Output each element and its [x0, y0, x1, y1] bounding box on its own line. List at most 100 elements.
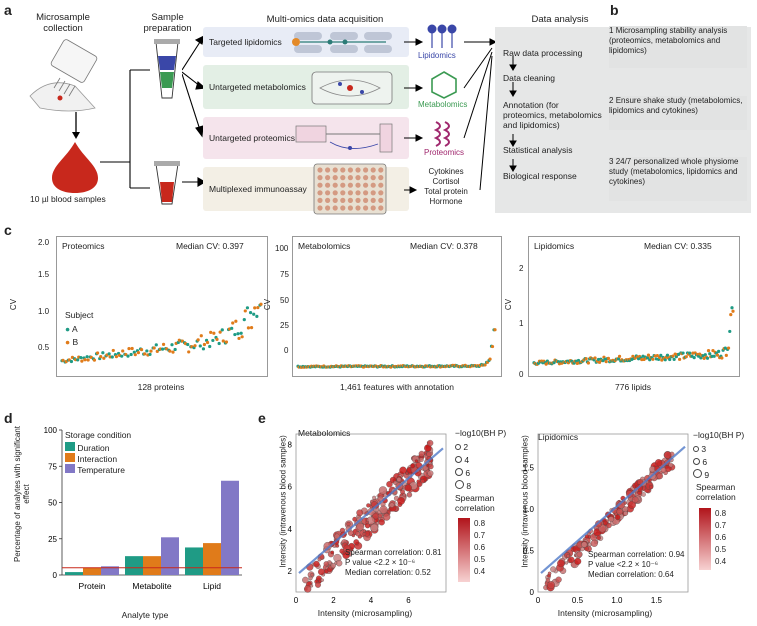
cv-point-a: [242, 318, 246, 322]
analysis-step: Raw data processing: [503, 48, 583, 58]
blood-label: 10 µl blood samples: [30, 194, 106, 204]
color-bar: [699, 508, 711, 570]
cv-point-b: [143, 352, 147, 356]
cv-point-b: [133, 353, 137, 357]
x-tick-label: 4: [369, 596, 374, 605]
plate-well: [317, 182, 323, 188]
scatter-point: [393, 480, 398, 485]
color-bar: [458, 518, 470, 582]
scatter-point: [555, 576, 562, 583]
cv-scatter-lipidomics: [532, 306, 735, 366]
cv-point-a: [255, 314, 259, 319]
plate-well: [363, 205, 369, 211]
scatter-point: [335, 559, 343, 567]
plate-well: [325, 197, 331, 203]
plate-well: [355, 197, 361, 203]
plate-well: [355, 167, 361, 173]
cv-point-b: [95, 351, 100, 355]
plate-well: [347, 182, 353, 188]
plate-well: [340, 190, 346, 196]
plate-well: [317, 167, 323, 173]
plate-well: [347, 190, 353, 196]
cv-point-b: [253, 306, 257, 310]
cv-ytick: 0.5: [38, 343, 50, 352]
size-legend-label: 6: [702, 457, 708, 467]
cv-scatter-metabolomics: [296, 328, 497, 369]
scatter-point: [566, 554, 570, 558]
scatter-point: [366, 503, 371, 508]
down-arrow-icon: [72, 112, 80, 139]
cv-point-a: [208, 344, 212, 349]
bar-duration: [185, 547, 203, 575]
scatter-point: [427, 439, 434, 447]
color-tick: 0.8: [474, 519, 486, 528]
cv-point-b: [259, 302, 263, 306]
cv-point-a: [126, 354, 130, 358]
cv-point-a: [688, 351, 692, 355]
size-legend: −log10(BH P) 2 4 6 8: [455, 428, 506, 493]
y-tick-label: 1.5: [523, 463, 535, 472]
study-number: 3: [609, 157, 614, 166]
cv-point-a: [645, 356, 650, 360]
scatter-point: [576, 551, 583, 558]
cv-ytick: 1.5: [38, 270, 50, 279]
immuno-output: Cortisol: [432, 177, 460, 186]
cv-point-a: [154, 343, 158, 347]
scatter-point: [342, 551, 350, 559]
scatter-point: [310, 572, 314, 577]
scatter-point: [627, 500, 636, 509]
scatter-point: [351, 533, 356, 538]
scatter-point: [547, 581, 555, 589]
scatter-point: [616, 508, 623, 515]
color-tick: 0.4: [715, 557, 727, 566]
cv-point-b: [155, 349, 159, 353]
panel-label-c: c: [4, 222, 12, 238]
scatter-metabolomics: 0 2 4 6 2 4 6 8: [288, 433, 447, 605]
plate-well: [370, 167, 376, 173]
storage-legend: Storage condition Duration Interaction T…: [65, 430, 131, 475]
cv-point-a: [230, 326, 234, 330]
cv-point-b: [715, 353, 720, 357]
cv-point-a: [76, 358, 80, 362]
cv-ytick: 25: [280, 321, 289, 330]
scatter-point: [649, 484, 654, 490]
method-label: Untargeted proteomics: [209, 133, 295, 143]
scatter-point: [426, 451, 432, 457]
cv-point-b: [711, 348, 715, 353]
size-legend-label: 8: [466, 481, 472, 491]
plate-well: [325, 205, 331, 211]
scatter-xlabel: Intensity (microsampling): [557, 608, 653, 618]
scatter-point: [379, 505, 388, 514]
plot-frame: [295, 433, 447, 593]
plate-well: [325, 167, 331, 173]
scatter-point: [427, 470, 434, 477]
plate-well: [370, 175, 376, 181]
plate-well: [340, 205, 346, 211]
cv-point-b: [617, 354, 622, 358]
cv-point-b: [597, 360, 602, 364]
immuno-output: Total protein: [424, 187, 468, 196]
microsampling-device-illustration: [29, 39, 98, 112]
scatter-point: [656, 472, 664, 480]
color-legend-title: Spearman correlation: [455, 493, 495, 513]
x-tick-label: 2: [331, 596, 336, 605]
cv-point-b: [86, 358, 90, 362]
plate-well: [325, 190, 331, 196]
plate-well: [378, 167, 384, 173]
cv-point-b: [83, 358, 87, 362]
color-bar-ticks: 0.8 0.7 0.6 0.5 0.4: [715, 508, 726, 568]
scatter-point: [623, 510, 629, 516]
subject-legend-label: B: [72, 337, 79, 347]
output-label-metabolomics: Metabolomics: [418, 100, 468, 109]
analysis-flow-arrows: [509, 56, 517, 172]
cv-point-a: [85, 355, 89, 359]
cv-point-a: [712, 354, 716, 358]
header-acquisition: Multi-omics data acquisition: [266, 14, 384, 25]
x-tick-label: 1.5: [651, 596, 663, 605]
cv-point-b: [651, 357, 655, 361]
cv-plot-title: Lipidomics: [534, 241, 575, 251]
plate-well: [347, 167, 353, 173]
plate-well: [347, 175, 353, 181]
cv-point-b: [231, 321, 235, 325]
cv-point-b: [149, 349, 153, 353]
